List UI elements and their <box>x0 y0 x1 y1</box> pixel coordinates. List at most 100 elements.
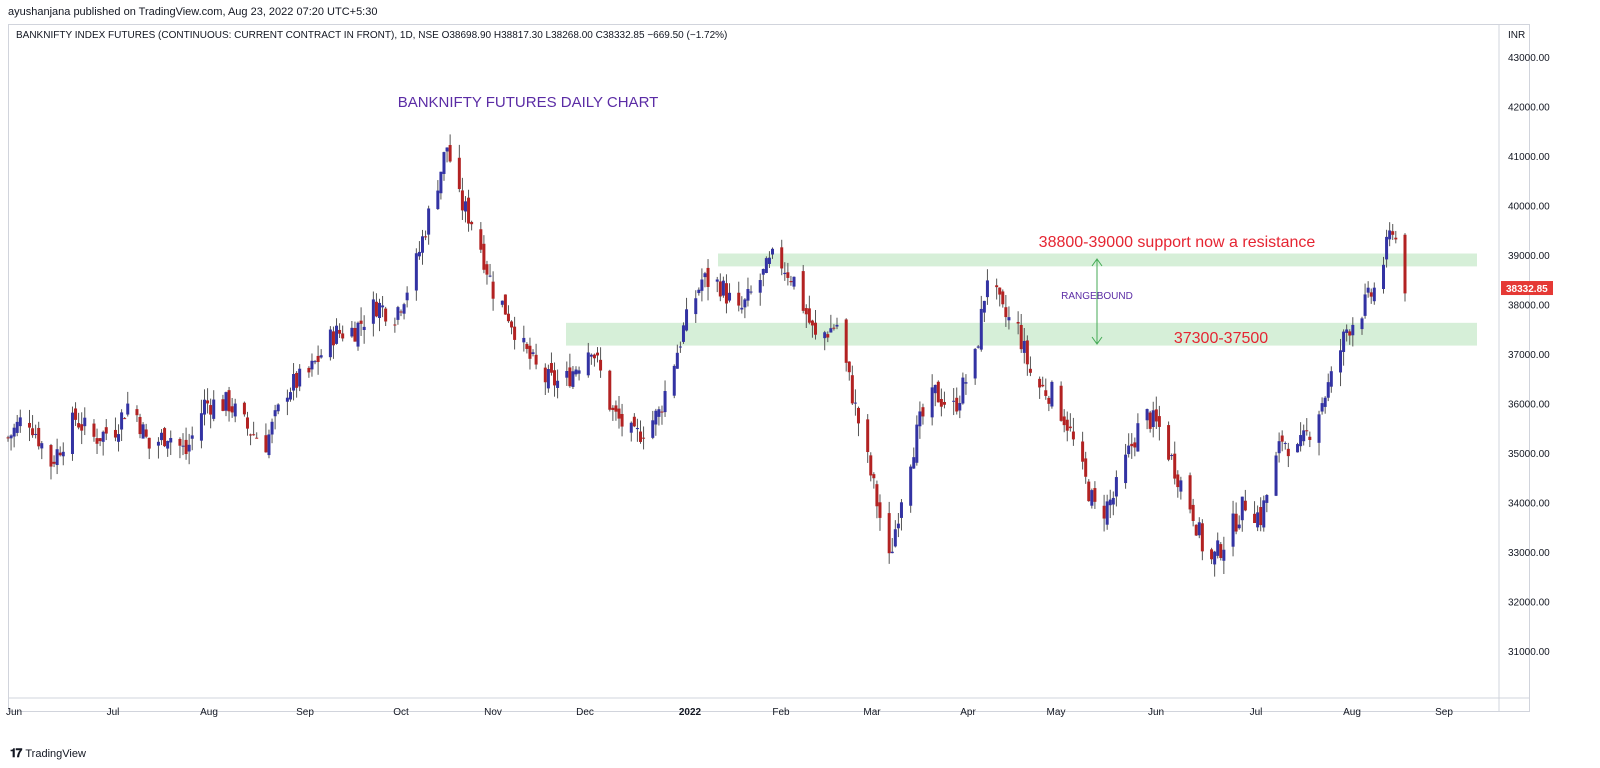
candle-up <box>1326 382 1330 398</box>
candle-down <box>359 320 363 324</box>
candle-down <box>252 434 256 436</box>
candle-up <box>500 300 504 305</box>
candle-up <box>270 421 274 435</box>
candle-up <box>1351 324 1355 336</box>
range-arrow-up-icon <box>1091 258 1103 267</box>
candle-up <box>1366 287 1370 293</box>
candle-down <box>1167 425 1171 460</box>
candle-down <box>1038 378 1042 388</box>
candle-up <box>1388 230 1392 240</box>
candle-up <box>273 410 277 417</box>
candle-down <box>1084 458 1088 477</box>
candle-up <box>783 272 787 275</box>
candle-up <box>1302 430 1306 442</box>
candle-up <box>1090 490 1094 506</box>
candle-up <box>1105 501 1109 525</box>
candle-up <box>577 370 581 374</box>
candle-down <box>1004 307 1008 318</box>
candle-up <box>663 391 667 413</box>
candle-down <box>866 419 870 453</box>
candle-up <box>328 329 332 358</box>
candle-down <box>1059 385 1063 421</box>
candle-up <box>70 412 74 454</box>
last-price-tag <box>1501 281 1553 296</box>
candle-up <box>654 410 658 425</box>
candle-down <box>80 424 84 431</box>
candle-down <box>1253 513 1257 524</box>
y-tick-label: 38000.00 <box>1508 301 1550 312</box>
candle-up <box>556 380 560 388</box>
candle-down <box>384 308 388 322</box>
tradingview-logo-icon: 𝟏𝟕 <box>10 746 22 760</box>
candle-down <box>872 474 876 479</box>
candle-up <box>199 413 203 441</box>
candle-up <box>743 299 747 308</box>
candle-down <box>399 311 403 313</box>
candle-down <box>393 324 397 326</box>
candle-down <box>611 407 615 411</box>
candle-down <box>1188 475 1192 510</box>
candle-up <box>893 529 897 547</box>
candle-up <box>1299 435 1303 447</box>
footer[interactable]: 𝟏𝟕 TradingView <box>10 746 86 761</box>
candle-down <box>221 399 225 411</box>
candle-up <box>313 361 317 363</box>
candle-down <box>856 407 860 424</box>
candle-up <box>930 387 934 418</box>
candle-up <box>685 309 689 331</box>
candle-down <box>638 431 642 442</box>
candle-up <box>40 443 44 449</box>
candle-down <box>460 190 464 211</box>
candle-down <box>921 407 925 417</box>
candle-down <box>184 439 188 455</box>
candle-up <box>918 411 922 427</box>
candle-up <box>1022 340 1026 353</box>
candle-up <box>1007 317 1011 321</box>
candle-down <box>331 331 335 346</box>
candle-up <box>126 403 130 415</box>
candle-down <box>249 434 253 436</box>
candle-up <box>761 269 765 275</box>
candle-down <box>37 427 41 447</box>
candle-down <box>1308 436 1312 440</box>
candle-up <box>1114 477 1118 497</box>
candle-up <box>675 352 679 369</box>
candle-down <box>737 292 741 306</box>
candle-up <box>1382 264 1386 289</box>
candle-up <box>740 307 744 310</box>
candle-up <box>1262 500 1266 528</box>
candle-down <box>706 267 710 287</box>
candle-down <box>614 405 618 412</box>
candle-down <box>1081 441 1085 462</box>
candle-up <box>362 326 366 331</box>
candle-up <box>55 449 59 466</box>
candle-up <box>976 346 980 348</box>
candle-up <box>203 399 207 415</box>
candle-up <box>979 308 983 350</box>
candle-down <box>58 452 62 456</box>
candle-up <box>12 427 16 437</box>
candle-down <box>448 145 452 162</box>
candle-down <box>850 375 854 404</box>
candle-down <box>27 422 31 428</box>
candle-up <box>427 208 431 235</box>
candle-up <box>1329 371 1333 387</box>
candle-up <box>1050 381 1054 407</box>
candle-down <box>424 236 428 238</box>
candle-up <box>1145 409 1149 421</box>
candle-down <box>1001 291 1005 305</box>
publisher-line: ayushanjana published on TradingView.com… <box>8 6 378 18</box>
candle-up <box>1127 445 1131 455</box>
candle-down <box>1391 231 1395 235</box>
candle-up <box>83 417 87 427</box>
candle-up <box>912 457 916 469</box>
candle-down <box>98 438 102 442</box>
candle-down <box>74 408 78 420</box>
candle-down <box>316 355 320 362</box>
candle-up <box>890 551 894 554</box>
candle-down <box>506 313 510 322</box>
candle-up <box>417 251 421 257</box>
candle-down <box>553 370 557 386</box>
range-arrow-down-icon <box>1091 336 1103 345</box>
